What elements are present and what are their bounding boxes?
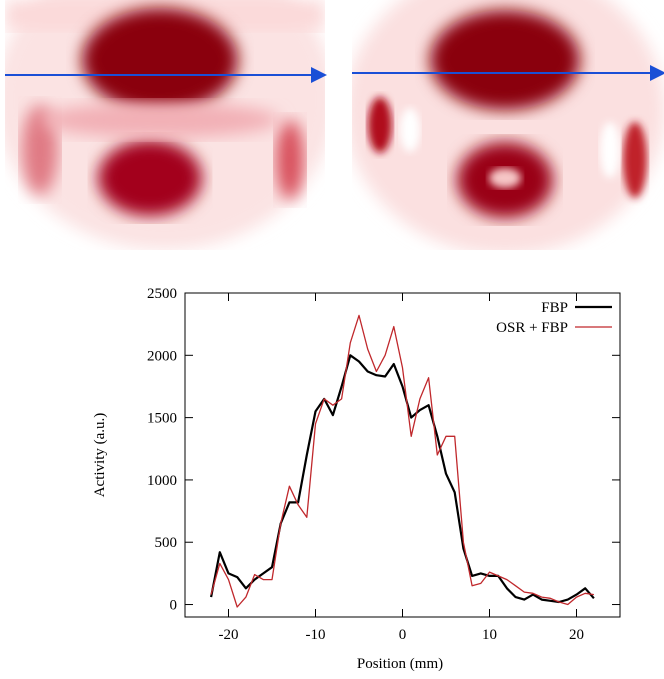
data-line — [210, 314, 594, 608]
y-tick-label: 2000 — [147, 348, 177, 364]
y-axis-label: Activity (a.u.) — [92, 413, 108, 498]
legend-label: OSR + FBP — [496, 320, 568, 336]
x-axis-label: Position (mm) — [357, 656, 443, 672]
x-tick-label: 20 — [569, 627, 584, 643]
plot-frame — [184, 292, 621, 618]
legend-label: FBP — [541, 300, 568, 316]
x-tick-label: 10 — [482, 627, 497, 643]
line-chart: Position (mm) Activity (a.u.) 0 500 1000 15… — [92, 286, 621, 672]
x-tick-label: -10 — [306, 627, 326, 643]
y-tick-label: 1500 — [147, 411, 177, 427]
y-tick-label: 1000 — [147, 473, 177, 489]
data-line — [210, 354, 595, 604]
y-tick-label: 0 — [170, 598, 178, 614]
image-left — [5, 0, 325, 250]
y-tick-label: 2500 — [147, 286, 177, 302]
x-tick-label: 0 — [399, 627, 407, 643]
x-tick-label: -20 — [219, 627, 239, 643]
image-right — [352, 0, 664, 250]
y-tick-label: 500 — [155, 535, 178, 551]
